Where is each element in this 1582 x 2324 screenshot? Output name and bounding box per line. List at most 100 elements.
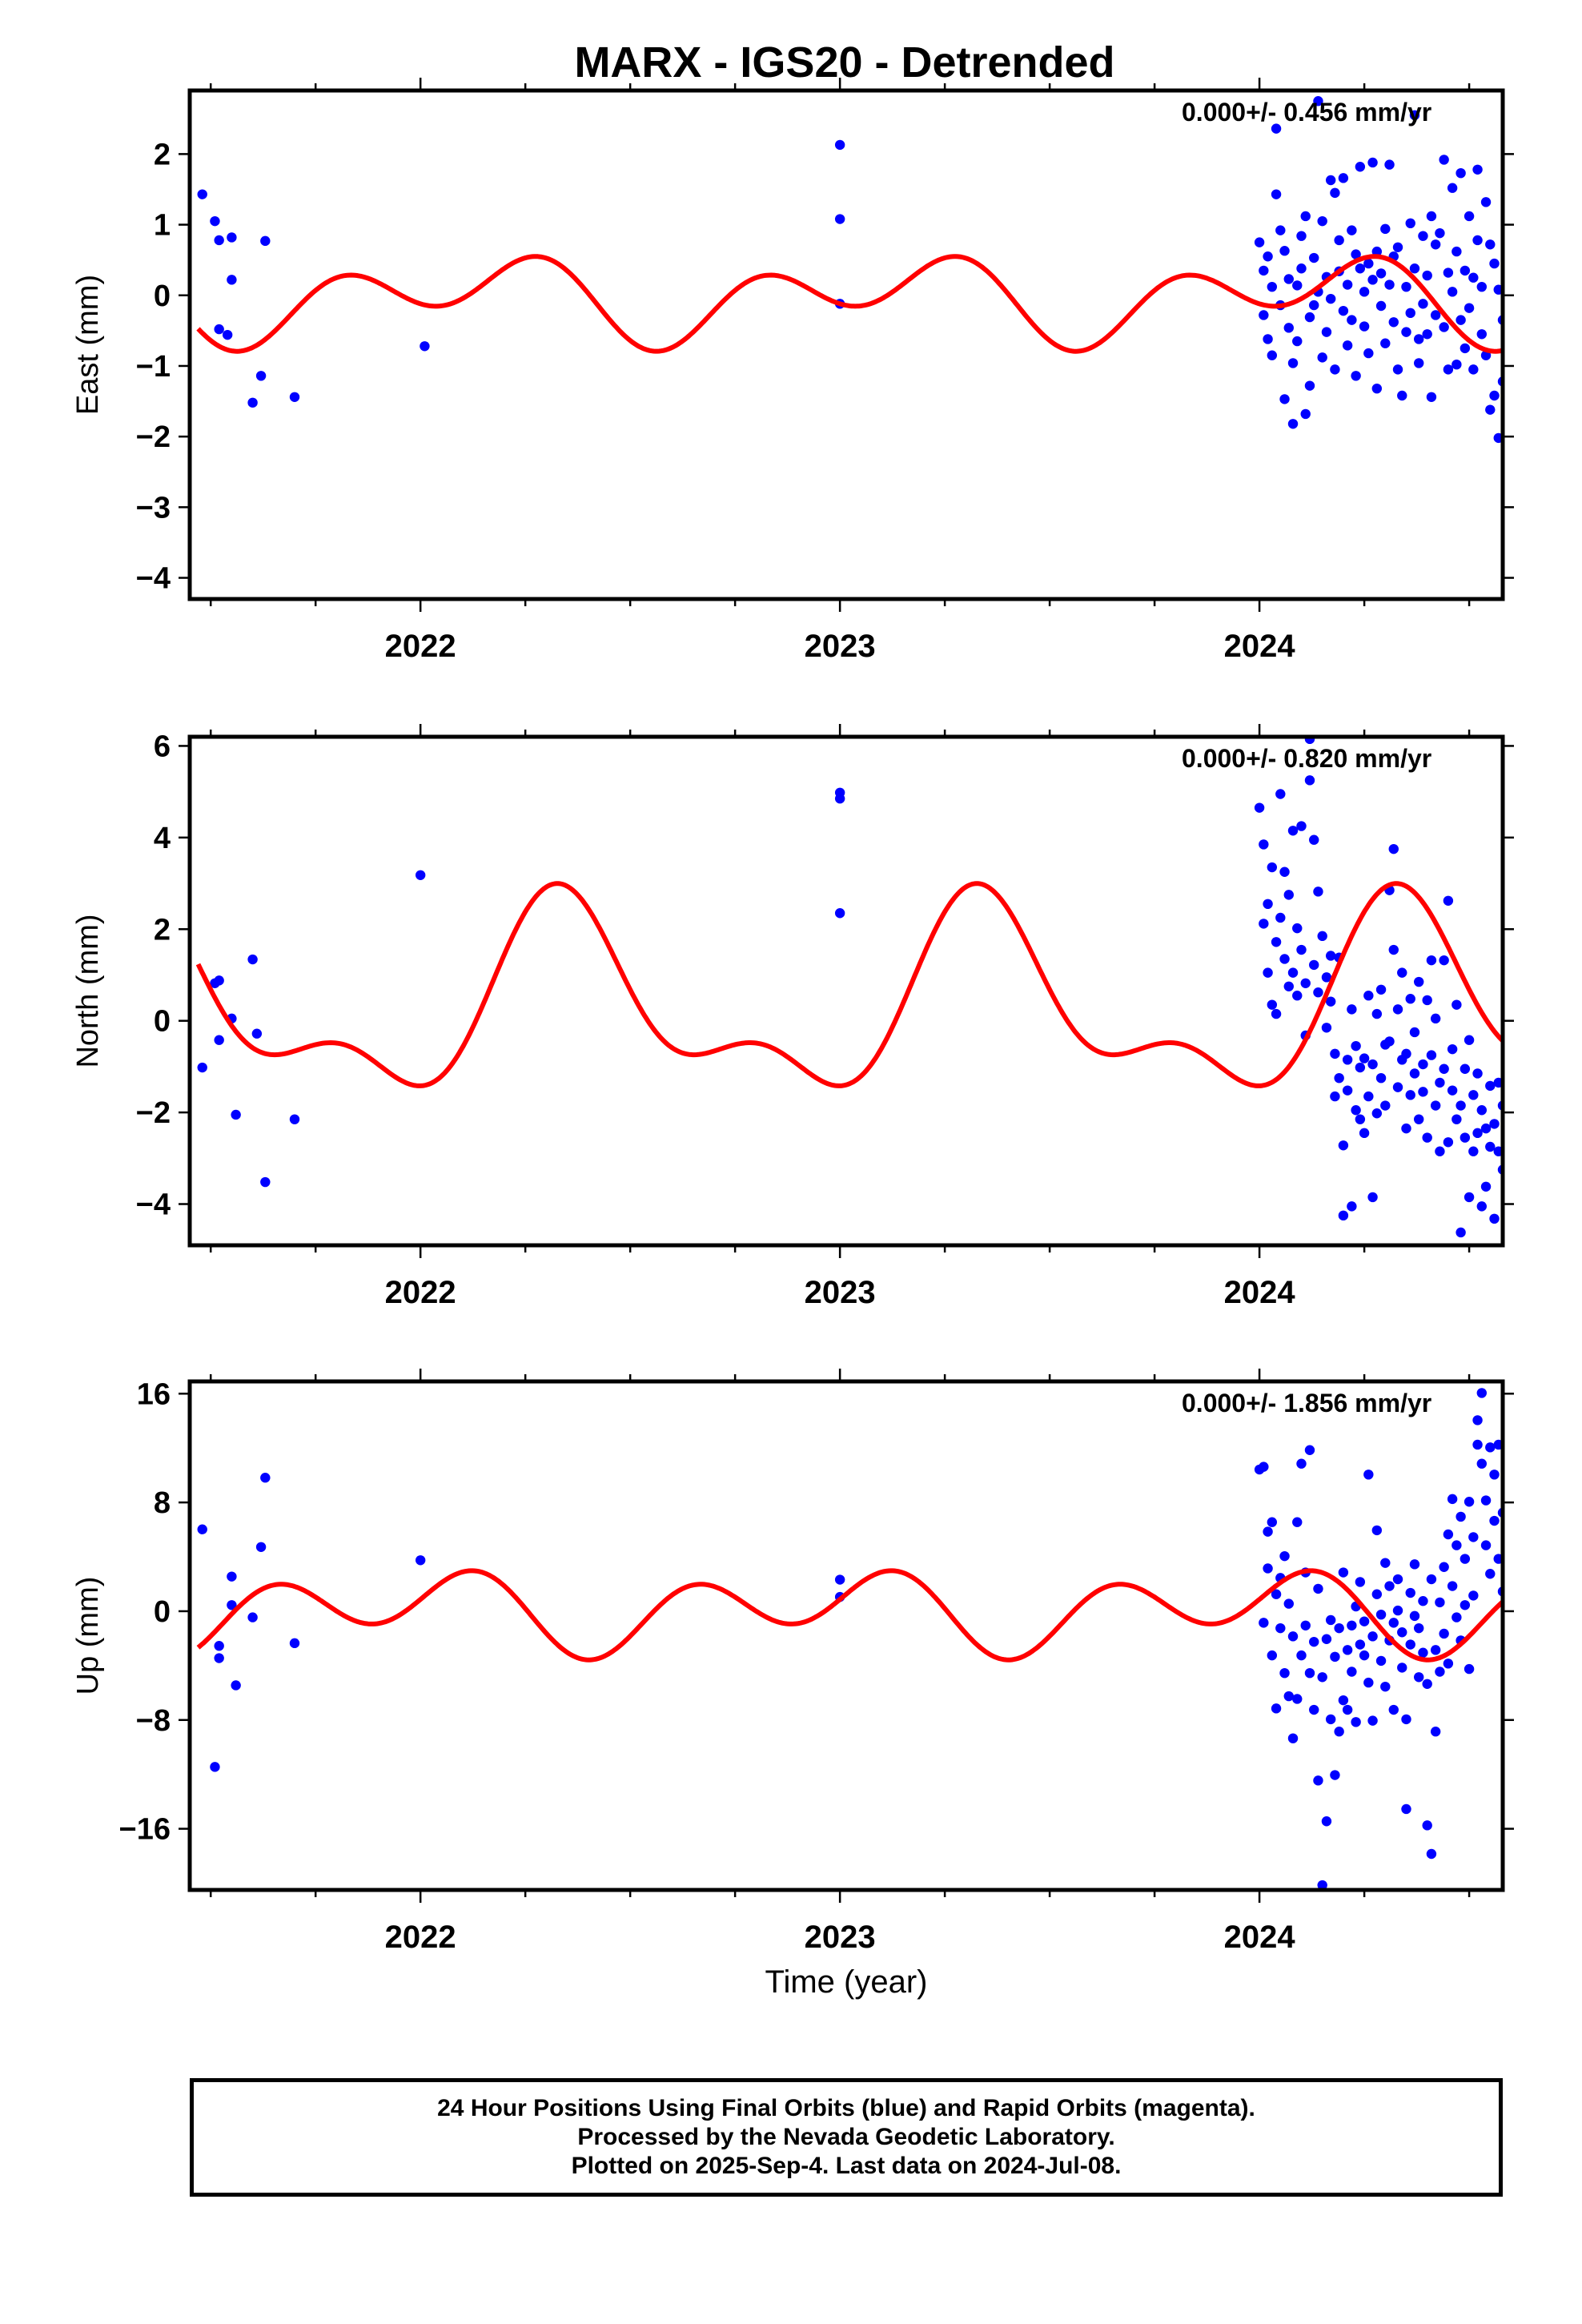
north-data-point — [1489, 1119, 1500, 1129]
east-data-point — [1351, 249, 1361, 259]
up-data-point — [1447, 1494, 1458, 1505]
east-y-tick-label: −3 — [136, 491, 171, 525]
north-data-point — [1371, 1108, 1383, 1119]
north-data-point — [1460, 1063, 1471, 1074]
up-rate-label: 0.000+/- 1.856 mm/yr — [1182, 1389, 1431, 1417]
east-data-point — [1363, 258, 1374, 269]
north-data-point — [1409, 1027, 1420, 1038]
east-data-point — [1325, 293, 1336, 304]
east-data-point — [1317, 352, 1327, 363]
north-data-point — [1355, 1062, 1366, 1073]
east-data-point — [834, 214, 845, 224]
north-data-point — [1347, 1004, 1357, 1015]
north-data-point — [197, 1062, 207, 1073]
east-data-point — [1493, 432, 1503, 444]
east-data-point — [227, 232, 237, 243]
up-data-point — [1359, 1616, 1370, 1626]
up-data-point — [1392, 1574, 1403, 1585]
up-data-point — [1283, 1691, 1294, 1702]
east-data-point — [420, 341, 430, 352]
north-data-point — [1371, 1008, 1383, 1019]
north-data-point — [1275, 789, 1286, 799]
up-data-point — [1464, 1663, 1475, 1675]
up-data-point — [1447, 1581, 1458, 1591]
up-data-point — [1359, 1650, 1370, 1661]
north-data-point — [1359, 1053, 1370, 1063]
up-data-point — [1401, 1714, 1411, 1725]
up-data-point — [415, 1555, 426, 1566]
north-data-point — [1363, 1091, 1374, 1102]
north-data-point — [1464, 1035, 1475, 1045]
east-data-point — [1271, 189, 1282, 199]
up-data-point — [1476, 1388, 1488, 1398]
east-data-point — [1371, 246, 1383, 257]
east-data-point — [1309, 252, 1319, 263]
east-data-point — [1271, 123, 1282, 134]
up-panel: 16 8 0 −8 −16 2022 2023 2024 Up (mm) 0.000+/- 1.8… — [71, 1369, 1514, 1955]
east-x-tick-label: 2022 — [385, 629, 456, 664]
north-data-point — [1392, 1004, 1403, 1015]
east-data-point — [1405, 308, 1415, 319]
north-data-point — [1263, 967, 1273, 978]
north-data-point — [1480, 1123, 1492, 1134]
east-data-point — [1325, 175, 1336, 186]
up-data-point — [214, 1653, 224, 1663]
footer-line-3: Plotted on 2025-Sep-4. Last data on 2024… — [571, 2153, 1122, 2179]
up-y-tick-label: 16 — [137, 1377, 171, 1411]
east-data-point — [1447, 183, 1458, 193]
up-data-point — [1355, 1639, 1366, 1650]
north-data-point — [1506, 1114, 1516, 1124]
east-data-point — [1401, 327, 1411, 337]
east-data-point — [247, 397, 258, 408]
up-data-point — [1380, 1681, 1391, 1692]
up-data-point — [1292, 1694, 1303, 1704]
north-data-point — [1321, 972, 1332, 983]
east-data-point — [1292, 336, 1303, 347]
up-data-point — [1300, 1620, 1311, 1630]
up-data-point — [1489, 1515, 1500, 1526]
north-data-point — [1292, 991, 1303, 1001]
up-data-point — [1330, 1770, 1340, 1780]
up-data-point — [1334, 1726, 1344, 1737]
east-data-point — [1375, 268, 1387, 279]
north-data-point — [1279, 866, 1290, 877]
east-data-point — [1409, 110, 1420, 121]
up-data-point — [1347, 1667, 1357, 1677]
east-data-point — [1380, 338, 1391, 348]
up-data-point — [1334, 1622, 1344, 1634]
east-y-tick-label: 2 — [154, 138, 171, 171]
north-data-point — [1506, 1183, 1516, 1192]
north-data-point — [834, 787, 845, 798]
up-data-point — [1456, 1511, 1466, 1522]
north-data-point — [1283, 981, 1294, 991]
north-data-point — [1267, 862, 1278, 873]
up-data-point — [1330, 1651, 1340, 1663]
north-data-point — [1330, 1048, 1340, 1059]
north-data-point — [1271, 937, 1282, 947]
north-data-point — [1351, 1105, 1361, 1116]
up-data-point — [1397, 1663, 1407, 1673]
north-data-point — [1259, 839, 1269, 850]
east-data-point — [1263, 334, 1273, 344]
up-data-point — [1325, 1614, 1336, 1626]
east-data-point — [1456, 315, 1466, 325]
east-data-point — [1363, 348, 1374, 359]
east-data-point — [1414, 334, 1424, 344]
north-data-point — [251, 1028, 263, 1039]
up-data-point — [1317, 1672, 1327, 1683]
up-data-point — [1426, 1574, 1437, 1585]
east-data-point — [1375, 300, 1387, 312]
north-data-point — [1313, 887, 1323, 897]
east-data-point — [1367, 275, 1378, 285]
up-data-point — [1405, 1639, 1415, 1650]
east-data-point — [1468, 272, 1479, 283]
up-data-point — [1443, 1659, 1454, 1669]
north-data-point — [1380, 1100, 1391, 1111]
up-data-point — [1409, 1610, 1420, 1622]
up-data-point — [1422, 1820, 1432, 1831]
north-y-axis-label: North (mm) — [71, 914, 105, 1068]
east-data-point — [1489, 258, 1500, 269]
east-data-point — [1351, 371, 1361, 381]
east-data-point — [197, 189, 207, 199]
north-data-point — [1456, 1227, 1466, 1238]
